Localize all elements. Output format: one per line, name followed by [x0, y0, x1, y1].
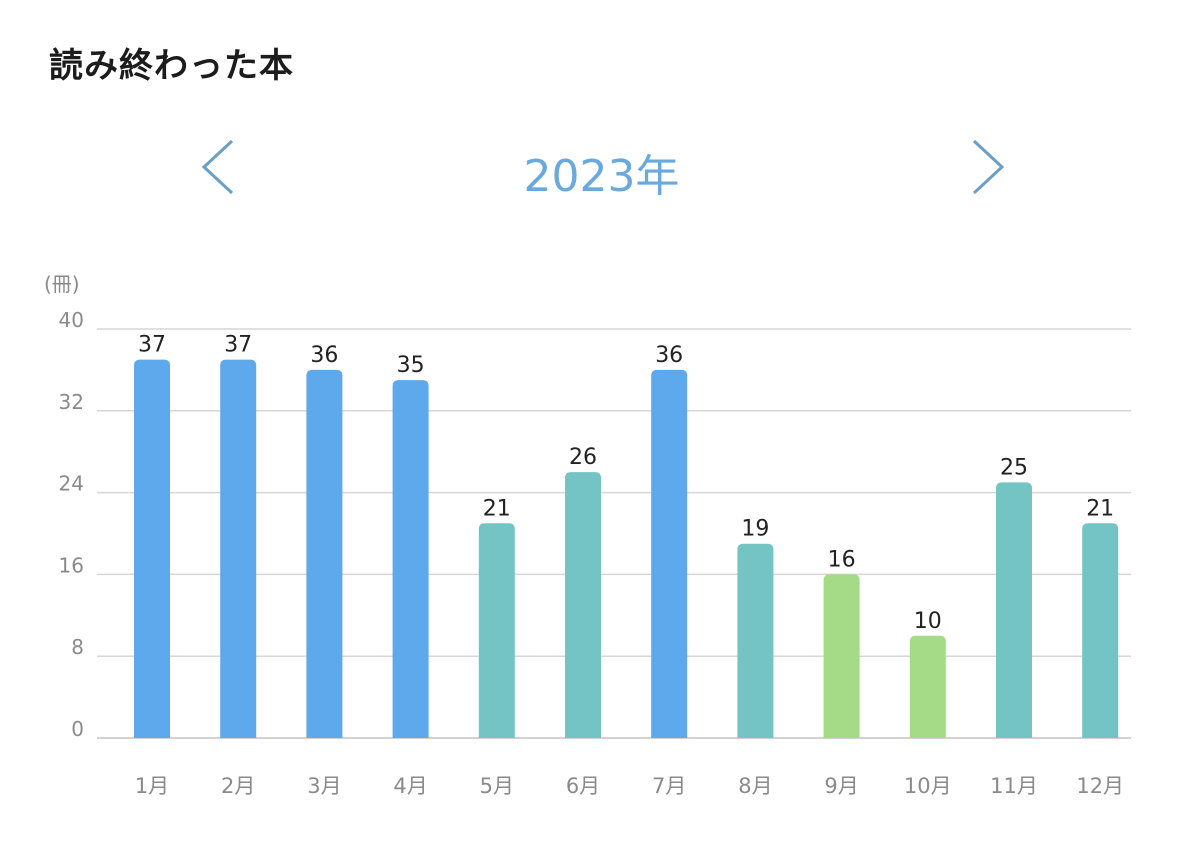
y-tick-label: 24 — [59, 472, 84, 496]
data-label: 35 — [397, 353, 425, 378]
y-tick-label: 16 — [59, 553, 84, 577]
bar — [220, 359, 257, 738]
bar — [737, 543, 774, 738]
data-label: 21 — [483, 496, 511, 521]
data-label: 21 — [1086, 496, 1114, 521]
y-axis-unit-label: (冊) — [44, 272, 80, 296]
previous-year-button[interactable] — [190, 136, 250, 196]
bar — [134, 359, 170, 738]
data-label: 36 — [310, 343, 338, 368]
x-tick-label: 9月 — [824, 774, 858, 798]
data-label: 36 — [655, 343, 683, 368]
chevron-right-icon — [972, 139, 1005, 195]
x-tick-label: 1月 — [135, 774, 169, 798]
x-tick-label: 4月 — [393, 774, 427, 798]
data-label: 19 — [741, 517, 769, 542]
page-title: 読み終わった本 — [49, 46, 294, 86]
bar — [996, 482, 1032, 738]
year-navigation: 2023年 — [0, 130, 1203, 202]
bar — [909, 635, 946, 738]
data-label: 37 — [138, 333, 166, 358]
data-label: 37 — [224, 333, 252, 358]
x-tick-label: 5月 — [480, 774, 514, 798]
x-tick-label: 3月 — [307, 774, 341, 798]
bar — [478, 523, 515, 738]
x-tick-label: 7月 — [652, 774, 686, 798]
bar — [651, 369, 688, 738]
x-tick-label: 10月 — [904, 774, 952, 798]
bar — [823, 574, 860, 738]
data-label: 25 — [1000, 455, 1028, 480]
data-label: 16 — [828, 547, 856, 572]
y-tick-label: 32 — [59, 390, 84, 414]
bar — [392, 380, 429, 738]
bar — [1082, 523, 1119, 738]
next-year-button[interactable] — [958, 136, 1018, 196]
y-tick-label: 0 — [71, 717, 84, 741]
year-label: 2023年 — [523, 151, 680, 202]
x-tick-label: 11月 — [990, 774, 1038, 798]
bar — [565, 472, 601, 738]
data-label: 10 — [914, 609, 942, 634]
x-tick-label: 6月 — [566, 774, 600, 798]
y-tick-label: 8 — [71, 635, 84, 659]
x-tick-label: 8月 — [738, 774, 772, 798]
data-label: 26 — [569, 445, 597, 470]
chevron-left-icon — [201, 139, 234, 195]
y-tick-label: 40 — [59, 308, 84, 332]
x-tick-label: 2月 — [221, 774, 255, 798]
bar — [306, 369, 343, 738]
x-tick-label: 12月 — [1076, 774, 1124, 798]
